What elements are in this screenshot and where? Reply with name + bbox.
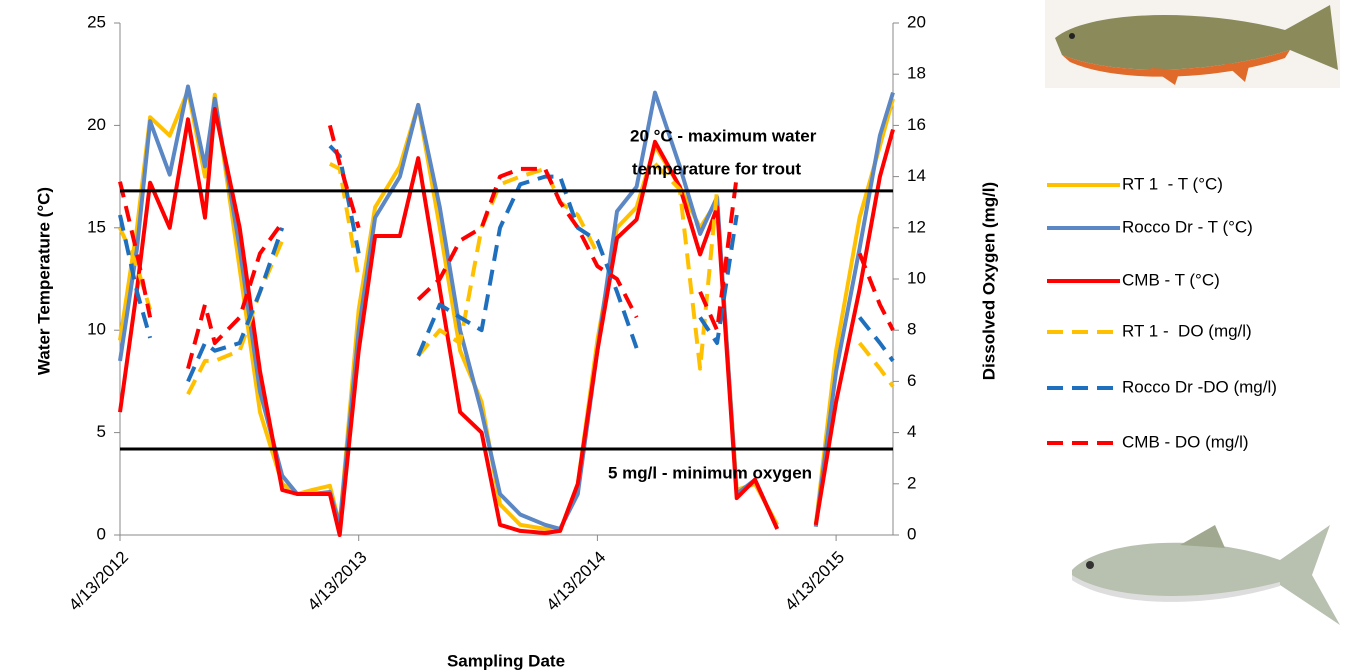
x-tick-label: 4/13/2012 <box>65 548 132 615</box>
line <box>118 107 895 537</box>
y2-tick-label: 0 <box>907 524 916 543</box>
trout-illustration <box>1045 0 1340 88</box>
legend-label: Rocco Dr - T (°C) <box>1122 217 1253 236</box>
y2-tick-label: 4 <box>907 422 916 441</box>
y-axis-title: Water Temperature (°C) <box>34 187 53 375</box>
legend-label: CMB - T (°C) <box>1122 270 1220 289</box>
herring-illustration <box>1072 525 1340 625</box>
y2-tick-label: 12 <box>907 217 926 236</box>
reference-label: 20 °C - maximum water <box>630 126 817 145</box>
legend-label: RT 1 - T (°C) <box>1122 174 1223 193</box>
y-tick-label: 5 <box>97 422 106 441</box>
y2-tick-label: 20 <box>907 12 926 31</box>
y2-tick-label: 6 <box>907 371 916 390</box>
legend-label: RT 1 - DO (mg/l) <box>1122 321 1252 340</box>
x-tick-label: 4/13/2013 <box>304 548 371 615</box>
y2-axis-title: Dissolved Oxygen (mg/l) <box>979 182 998 380</box>
y2-tick-label: 18 <box>907 64 926 83</box>
y-tick-label: 10 <box>87 320 106 339</box>
reference-label: 5 mg/l - minimum oxygen <box>608 463 812 482</box>
dashed-line <box>118 124 895 370</box>
y2-tick-label: 10 <box>907 268 926 287</box>
y-tick-label: 25 <box>87 12 106 31</box>
x-tick-label: 4/13/2015 <box>781 548 848 615</box>
x-tick-label: 4/13/2014 <box>542 548 609 615</box>
y2-tick-label: 16 <box>907 115 926 134</box>
legend-label: CMB - DO (mg/l) <box>1122 432 1249 451</box>
legend-label: Rocco Dr -DO (mg/l) <box>1122 377 1277 396</box>
y2-tick-label: 8 <box>907 320 916 339</box>
reference-label: temperature for trout <box>632 159 801 178</box>
y2-tick-label: 14 <box>907 166 926 185</box>
y2-tick-label: 2 <box>907 473 916 492</box>
y-tick-label: 0 <box>97 524 106 543</box>
x-axis-title: Sampling Date <box>447 651 565 670</box>
dashed-line <box>118 162 895 396</box>
y-tick-label: 15 <box>87 217 106 236</box>
y-tick-label: 20 <box>87 115 106 134</box>
